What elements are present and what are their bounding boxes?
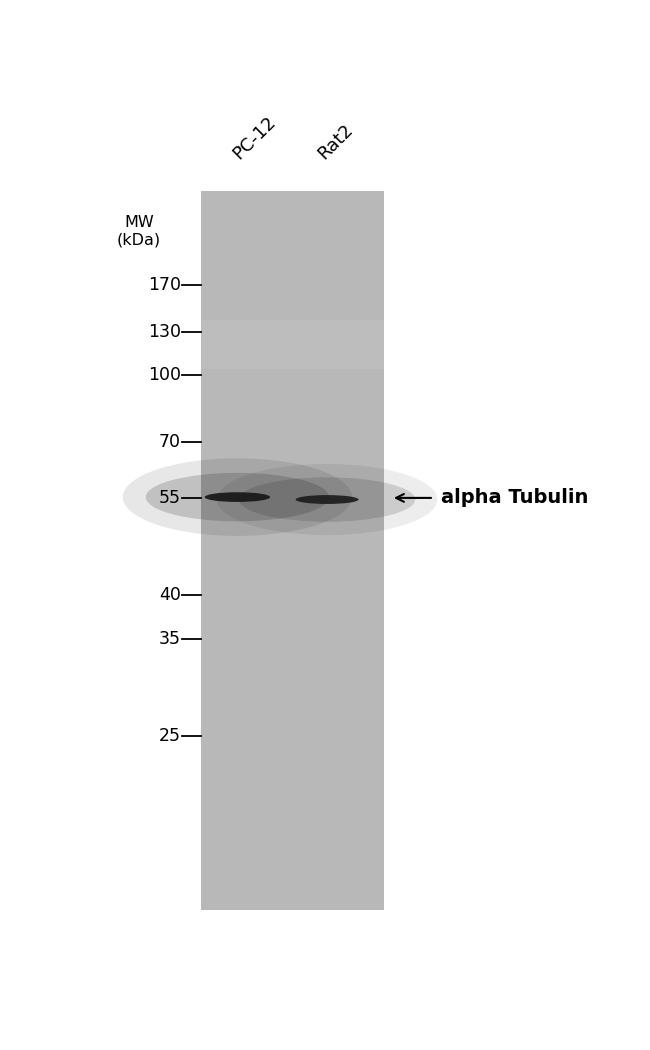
Text: alpha Tubulin: alpha Tubulin (441, 488, 589, 507)
Text: Rat2: Rat2 (315, 120, 357, 163)
Text: 170: 170 (148, 276, 181, 294)
Text: 55: 55 (159, 489, 181, 507)
Ellipse shape (205, 492, 270, 502)
Ellipse shape (217, 464, 437, 536)
Ellipse shape (239, 478, 415, 522)
Ellipse shape (296, 496, 359, 504)
Text: MW
(kDa): MW (kDa) (117, 215, 161, 248)
Ellipse shape (146, 472, 329, 522)
Text: 35: 35 (159, 630, 181, 649)
Text: 100: 100 (148, 366, 181, 384)
Bar (201, 320, 384, 369)
Bar (201, 191, 384, 910)
Ellipse shape (123, 458, 352, 536)
Text: 25: 25 (159, 728, 181, 746)
Text: 40: 40 (159, 586, 181, 604)
Text: 70: 70 (159, 433, 181, 452)
Text: PC-12: PC-12 (229, 112, 280, 163)
Text: 130: 130 (148, 323, 181, 341)
